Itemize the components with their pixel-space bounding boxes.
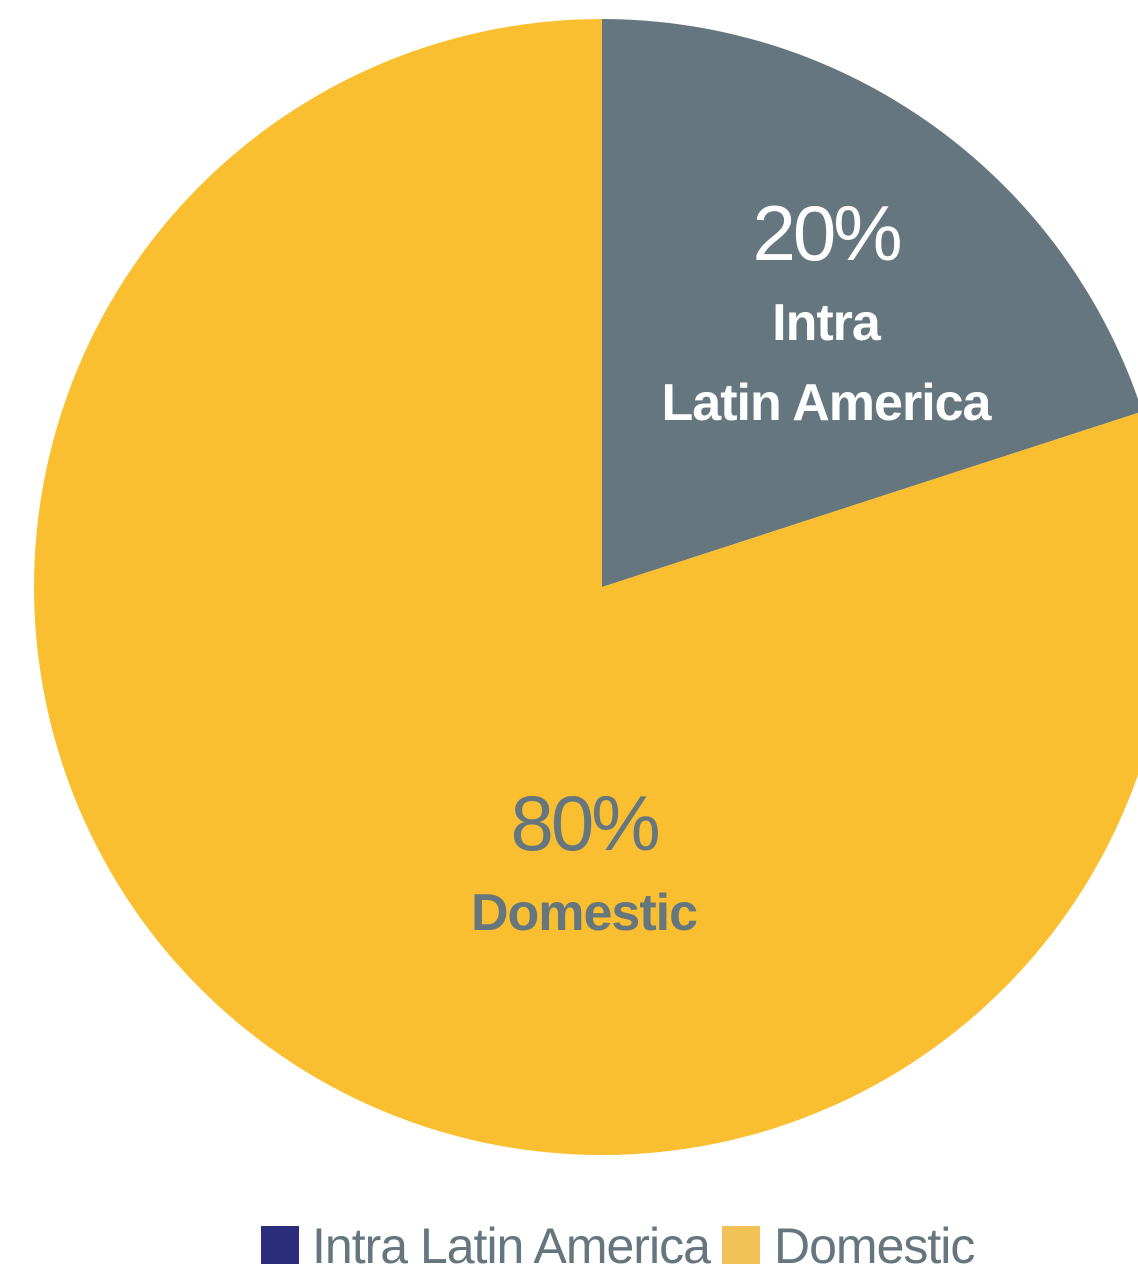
legend-label-intra-latin-america: Intra Latin America [312,1218,711,1273]
slice-value-label-intra-latin-america: 20% [752,189,900,277]
slice-value-label-domestic: 80% [510,779,658,867]
legend-swatch-domestic [722,1226,760,1264]
legend: Intra Latin America Domestic [261,1218,975,1273]
pie-slice-domestic [34,19,1138,1155]
slice-labels: 20% Intra Latin America 80% Domestic [471,189,994,942]
pie-slice-intra-latin-america [602,19,1138,587]
pie-slices [34,19,1138,1155]
slice-category-label-intra-latin-america: Intra [772,294,882,352]
slice-category-label-domestic: Domestic [471,884,697,942]
legend-label-domestic: Domestic [774,1218,974,1273]
legend-swatch-intra-latin-america [261,1226,299,1264]
slice-category-label-intra-latin-america: Latin America [662,374,993,432]
